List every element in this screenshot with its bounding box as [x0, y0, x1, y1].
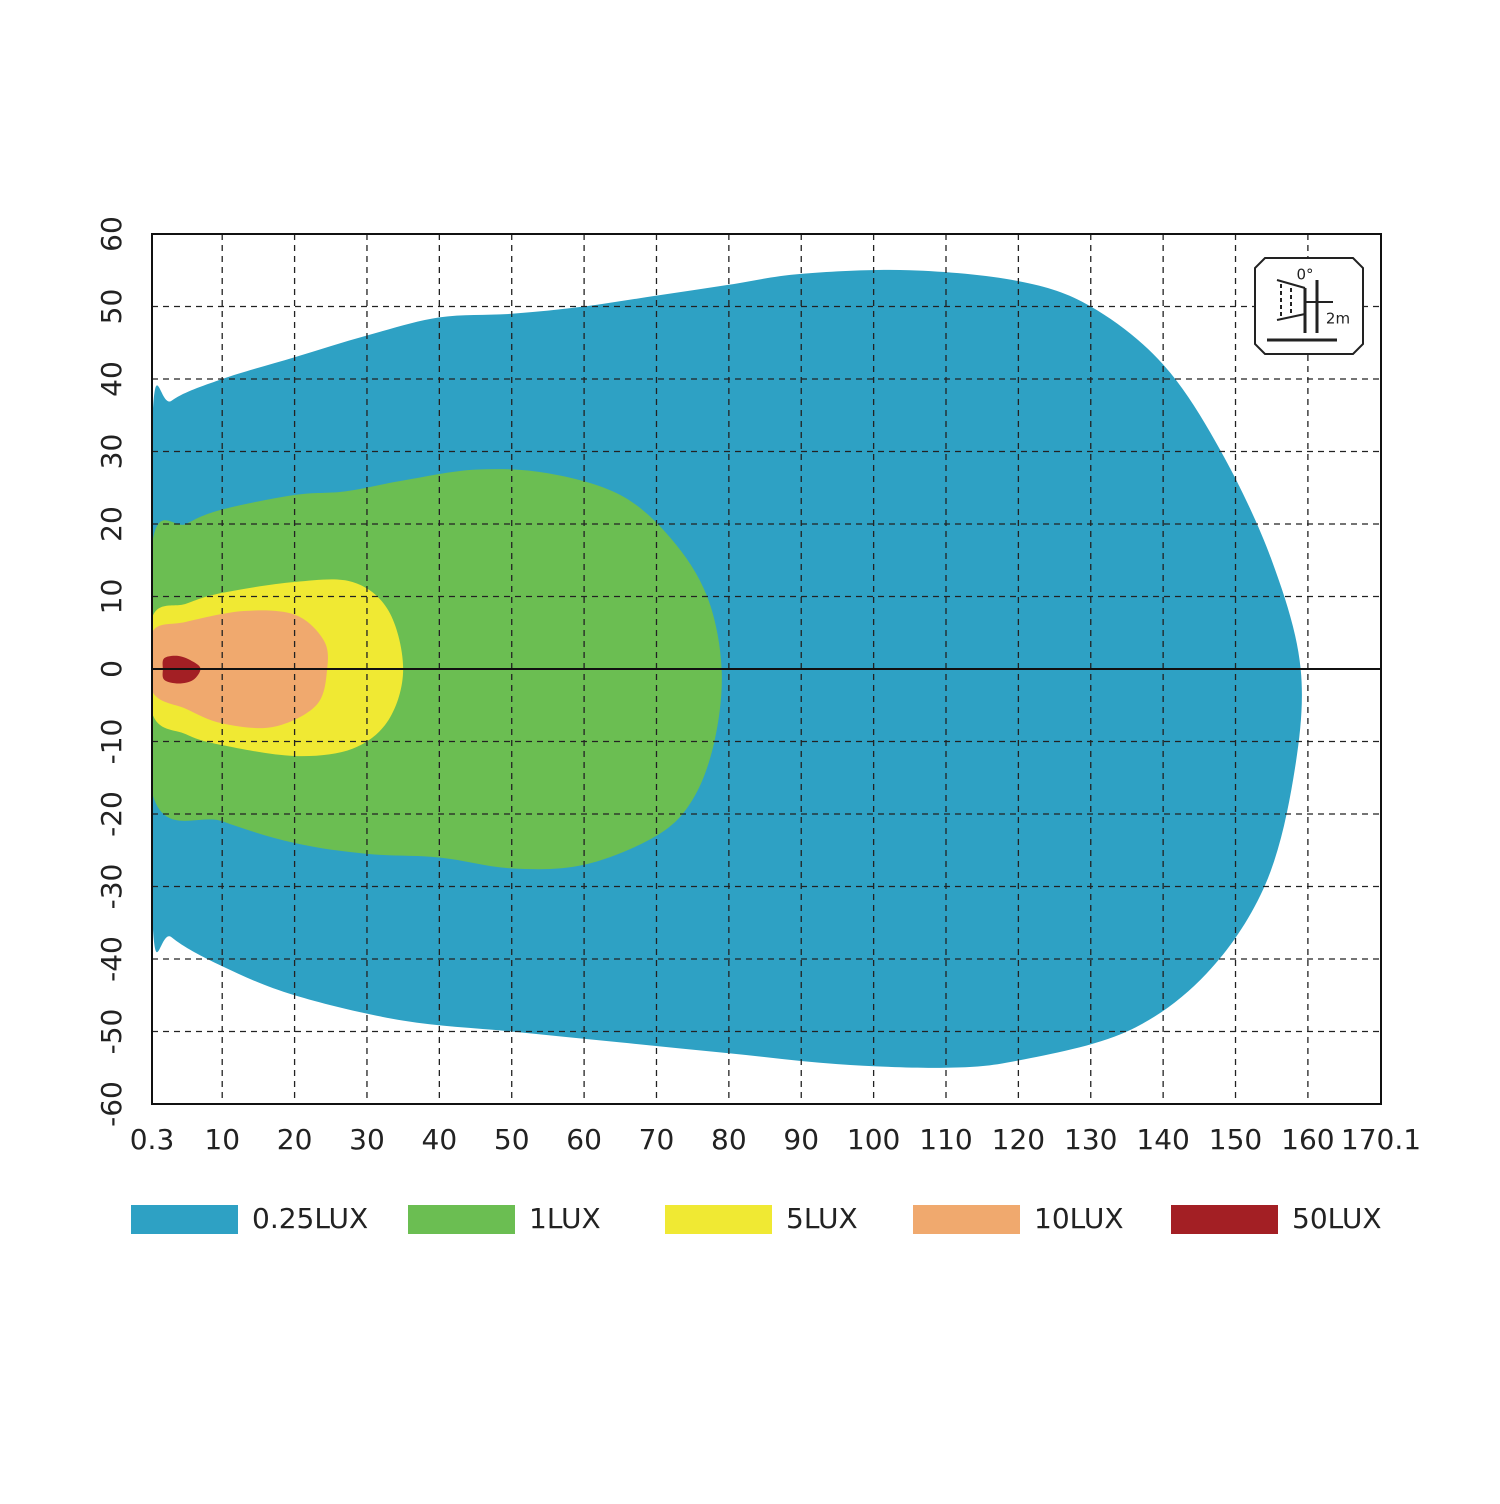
- x-tick-label: 80: [711, 1123, 747, 1156]
- x-tick-label: 100: [847, 1123, 900, 1156]
- x-tick-label: 40: [422, 1123, 458, 1156]
- legend-label: 50LUX: [1292, 1202, 1382, 1235]
- x-tick-label: 50: [494, 1123, 530, 1156]
- x-tick-label: 170.1: [1341, 1123, 1421, 1156]
- y-tick-label: -30: [95, 864, 128, 910]
- legend-swatch: [408, 1205, 515, 1234]
- y-tick-label: 50: [95, 289, 128, 325]
- plot-frame: [151, 233, 1382, 1105]
- y-tick-label: 60: [95, 216, 128, 252]
- y-tick-label: 30: [95, 434, 128, 470]
- y-tick-label: -50: [95, 1009, 128, 1055]
- x-tick-label: 130: [1064, 1123, 1117, 1156]
- legend-label: 5LUX: [786, 1202, 858, 1235]
- x-tick-label: 0.3: [130, 1123, 175, 1156]
- y-tick-label: -20: [95, 791, 128, 837]
- icon-angle: 0°: [1296, 266, 1313, 284]
- x-tick-label: 20: [277, 1123, 313, 1156]
- x-tick-label: 60: [566, 1123, 602, 1156]
- x-tick-label: 110: [919, 1123, 972, 1156]
- icon: 0° 2m: [1254, 257, 1364, 355]
- x-tick-label: 160: [1281, 1123, 1334, 1156]
- y-tick-label: -10: [95, 719, 128, 765]
- y-tick-label: 40: [95, 361, 128, 397]
- y-tick-label: 10: [95, 579, 128, 615]
- y-tick-label: 20: [95, 506, 128, 542]
- legend-swatch: [131, 1205, 238, 1234]
- x-tick-label: 120: [992, 1123, 1045, 1156]
- x-tick-label: 70: [639, 1123, 675, 1156]
- x-tick-label: 90: [783, 1123, 819, 1156]
- y-tick-label: -60: [95, 1081, 128, 1127]
- x-tick-label: 30: [349, 1123, 385, 1156]
- x-tick-label: 150: [1209, 1123, 1262, 1156]
- legend-label: 0.25LUX: [252, 1202, 368, 1235]
- legend-swatch: [913, 1205, 1020, 1234]
- y-tick-label: -40: [95, 936, 128, 982]
- x-tick-label: 140: [1136, 1123, 1189, 1156]
- icon-distance: 2m: [1326, 310, 1350, 328]
- axes: 0.3 10 20 30 40 50 60 70 80 90 100 110 120 130 140 150 1…: [95, 216, 1421, 1156]
- x-tick-label: 10: [204, 1123, 240, 1156]
- legend-swatch: [665, 1205, 772, 1234]
- legend-label: 1LUX: [529, 1202, 601, 1235]
- y-tick-label: 0: [95, 660, 128, 678]
- legend-label: 10LUX: [1034, 1202, 1124, 1235]
- legend-swatch: [1171, 1205, 1278, 1234]
